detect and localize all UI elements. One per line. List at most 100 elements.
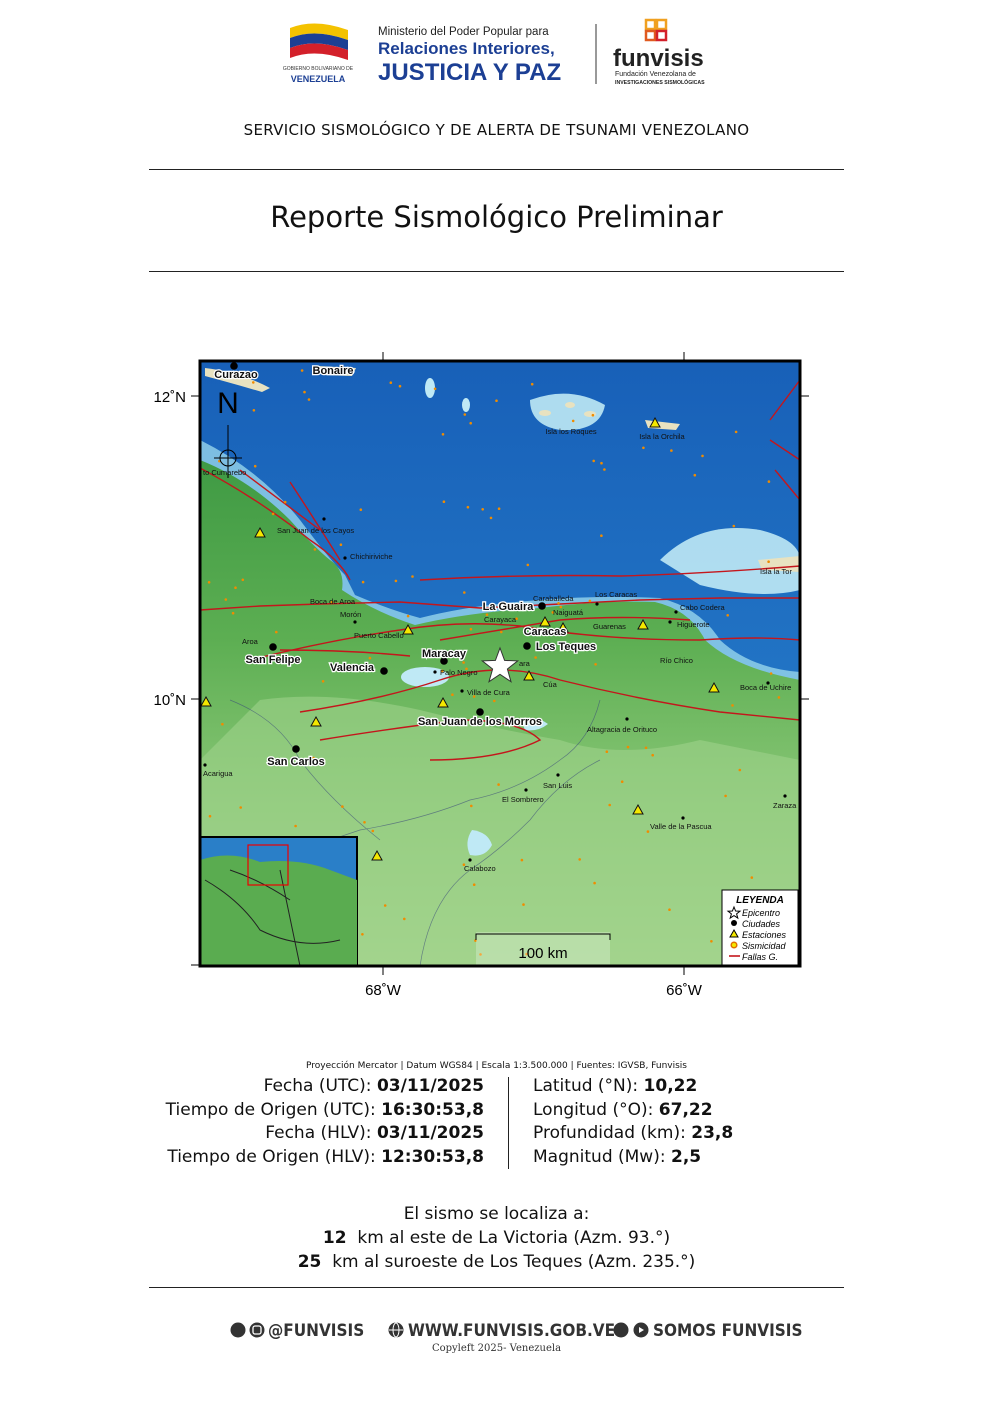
- place-label: San Carlos: [267, 756, 324, 768]
- info-row: Fecha (UTC): 03/11/2025: [166, 1075, 484, 1099]
- seismic-event: [530, 382, 534, 386]
- legend-item: Epicentro: [742, 908, 780, 918]
- place-label: San Luis: [543, 781, 572, 790]
- place-label: Valencia: [330, 662, 375, 674]
- lat-label: 10˚N: [153, 692, 186, 709]
- seismic-event: [731, 704, 734, 707]
- seismic-event: [451, 693, 454, 696]
- legend-item: Sismicidad: [742, 941, 787, 951]
- seismic-event: [341, 805, 344, 808]
- seismic-event: [312, 756, 315, 760]
- place-label: Isla la Tor: [760, 567, 792, 576]
- seismic-event: [769, 672, 773, 675]
- seismic-event: [726, 614, 729, 617]
- info-value: 12:30:53,8: [381, 1146, 484, 1167]
- seismic-event: [330, 600, 334, 604]
- seismic-event: [600, 461, 603, 465]
- info-row: Longitud (°O): 67,22: [533, 1099, 733, 1123]
- city-dot: [380, 667, 388, 675]
- city-dot: [538, 602, 546, 610]
- seismic-event: [440, 669, 444, 673]
- seismic-event: [239, 806, 242, 809]
- place-label: Altagracia de Orituco: [587, 725, 657, 734]
- seismic-event: [551, 611, 555, 614]
- seismic-event: [777, 696, 781, 699]
- rule: [149, 169, 844, 170]
- city-dot: [681, 816, 685, 820]
- info-value: 2,5: [670, 1146, 702, 1167]
- city-dot: [343, 556, 347, 560]
- seismic-event: [750, 876, 754, 879]
- city-dot: [433, 670, 437, 674]
- place-label: Valle de la Pascua: [650, 822, 712, 831]
- seismicity: [207, 369, 781, 956]
- web-text: WWW.FUNVISIS.GOB.VE: [408, 1321, 616, 1341]
- seismic-event: [603, 468, 606, 471]
- place-label: Los Caracas: [595, 590, 637, 599]
- map-frame: [198, 359, 802, 968]
- seismic-event: [605, 750, 609, 753]
- separator: [508, 1077, 509, 1169]
- seismic-event: [313, 548, 317, 551]
- seismic-event: [767, 560, 770, 563]
- seismic-event: [466, 505, 470, 509]
- seismic-event: [626, 745, 630, 749]
- place-label: Guarenas: [593, 622, 626, 631]
- compass: [214, 425, 242, 478]
- seismic-event: [394, 579, 398, 583]
- seismic-event: [294, 824, 297, 828]
- website: WWW.FUNVISIS.GOB.VE: [388, 1321, 615, 1341]
- location-intro: El sismo se localiza a:: [403, 1204, 590, 1224]
- seismic-event: [481, 508, 485, 511]
- seismic-event: [469, 627, 473, 631]
- info-value: 03/11/2025: [376, 1123, 484, 1143]
- seismic-event: [307, 398, 311, 401]
- city-dot: [476, 708, 484, 716]
- info-row: Tiempo de Origen (HLV): 12:30:53,8: [166, 1146, 484, 1170]
- youtube-text: SOMOS FUNVISIS: [653, 1321, 803, 1341]
- seismic-event: [526, 563, 530, 567]
- place-label: Isla los Roques: [545, 427, 597, 436]
- place-label: San Juan de los Cayos: [277, 526, 354, 535]
- seismic-event: [462, 661, 465, 664]
- seismic-event: [221, 722, 224, 726]
- seismic-event: [275, 630, 278, 634]
- place-label: Río Chico: [660, 656, 693, 665]
- social-icons: [230, 1322, 265, 1338]
- info-label: Fecha (UTC):: [263, 1076, 372, 1096]
- place-label: Boca de Aroa: [310, 597, 356, 606]
- seismic-event: [557, 602, 560, 605]
- seismic-event: [591, 413, 595, 417]
- seismic-event: [578, 858, 581, 861]
- legend-item: Ciudades: [742, 919, 781, 929]
- legend-title: LEYENDA: [736, 895, 784, 906]
- info-value: 23,8: [691, 1123, 734, 1143]
- stations: [200, 416, 720, 861]
- info-value: 67,22: [658, 1099, 713, 1120]
- seismic-event: [588, 599, 592, 603]
- seismic-event: [668, 908, 671, 911]
- seismic-event: [515, 617, 518, 620]
- seismic-event: [403, 917, 406, 921]
- rule: [149, 1287, 844, 1288]
- city-dot: [322, 517, 326, 521]
- social-handle: @FUNVISIS: [230, 1321, 364, 1341]
- header-logos: GOBIERNO BOLIVARIANO DE VENEZUELA Minist…: [283, 18, 705, 86]
- map-ticks: [191, 352, 809, 975]
- lat-label: 12˚N: [153, 389, 186, 406]
- place-label: Caraballeda: [533, 594, 574, 603]
- seismic-event: [485, 613, 489, 616]
- inset-map: [200, 836, 358, 966]
- seismic-event: [321, 680, 325, 683]
- seismic-event: [620, 780, 624, 783]
- info-row: Fecha (HLV): 03/11/2025: [166, 1122, 484, 1146]
- seismic-event: [361, 580, 365, 584]
- funvisis-sub1: Fundación Venezolana de: [615, 71, 696, 78]
- seismic-event: [463, 591, 466, 594]
- place-label: Maracay: [422, 648, 467, 660]
- seismic-event: [470, 804, 473, 808]
- place-label: Boca de Uchire: [740, 683, 791, 692]
- place-label: San Juan de los Morros: [418, 716, 542, 728]
